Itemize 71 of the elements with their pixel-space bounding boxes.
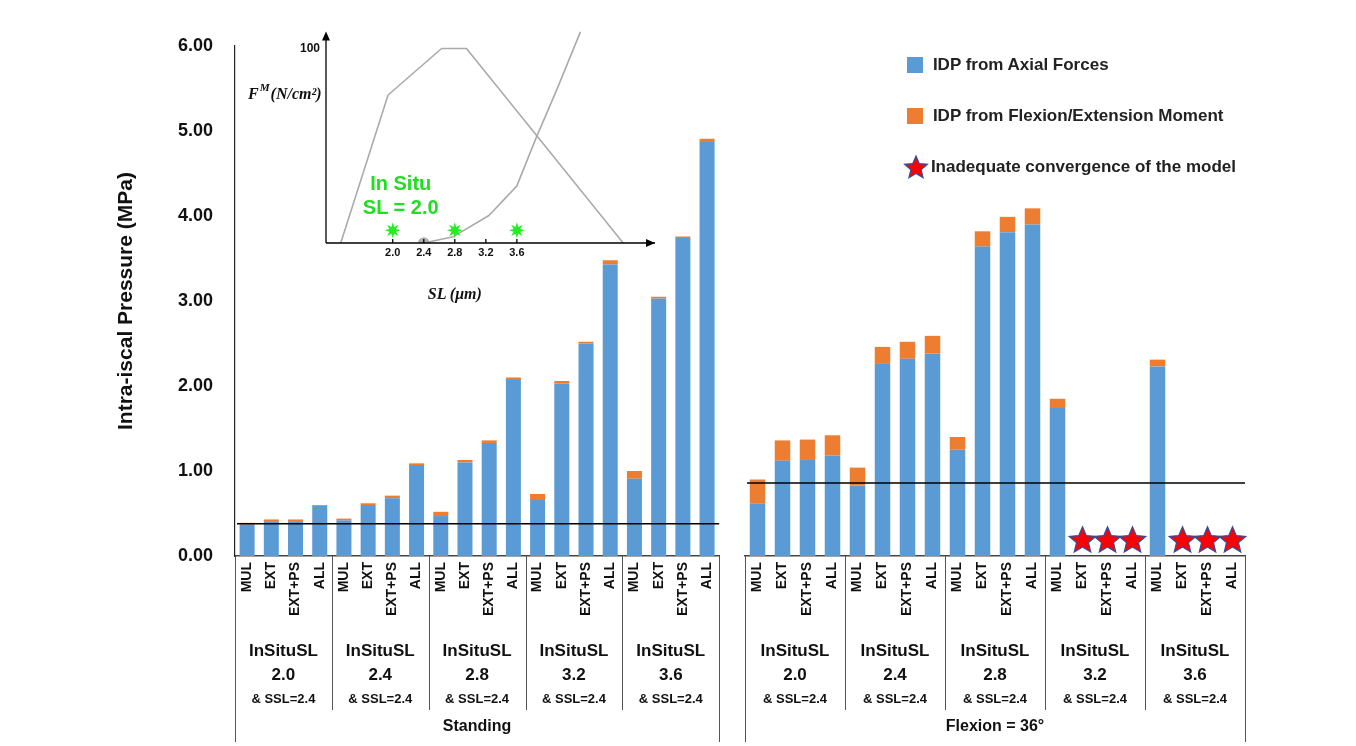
x-tick-label: EXT <box>552 561 569 590</box>
x-tick-label: EXT+PS <box>673 562 690 617</box>
y-tick-label: 6.00 <box>177 34 213 55</box>
text: InSituSL 2.8 & SSL=2.4 <box>960 640 1030 706</box>
x-tick-label: EXT <box>873 561 890 590</box>
x-tick-label: ALL <box>823 561 840 590</box>
x-tick-label: ALL <box>1123 561 1140 590</box>
x-tick-label: 2.0 <box>385 245 401 258</box>
x-tick-label: EXT <box>773 561 790 590</box>
x-tick-label: ALL <box>601 561 618 590</box>
x-tick-label: 2.8 <box>447 245 463 258</box>
text: InSituSL 2.4 & SSL=2.4 <box>345 640 415 706</box>
x-tick-label: MUL <box>848 561 865 593</box>
x-tick-label: MUL <box>1048 561 1065 593</box>
x-tick-label: EXT <box>1073 561 1090 590</box>
legend-label: IDP from Flexion/Extension Moment <box>932 106 1224 126</box>
x-tick-label: MUL <box>1148 561 1165 593</box>
x-tick-label: EXT <box>262 561 279 590</box>
legend-label: IDP from Axial Forces <box>932 55 1109 75</box>
x-tick-label: 3.6 <box>509 245 525 258</box>
x-tick-label: MUL <box>625 561 642 593</box>
y-tick-label: 3.00 <box>177 289 213 310</box>
x-tick-label: ALL <box>1223 561 1240 590</box>
x-tick-label: EXT+PS <box>1098 562 1115 617</box>
text: InSituSL 3.6 & SSL=2.4 <box>1160 640 1230 706</box>
x-tick-label: MUL <box>431 561 448 593</box>
x-tick-label: EXT <box>1173 561 1190 590</box>
text: InSituSL 3.6 & SSL=2.4 <box>636 640 706 706</box>
x-tick-label: ALL <box>504 561 521 590</box>
x-tick-label: EXT+PS <box>286 562 303 617</box>
x-tick-label: EXT <box>455 561 472 590</box>
x-tick-label: MUL <box>748 561 765 593</box>
x-tick-label: EXT+PS <box>576 562 593 617</box>
text: InSituSL 2.8 & SSL=2.4 <box>442 640 512 706</box>
x-tick-label: EXT <box>649 561 666 590</box>
y-tick-label: 0.00 <box>177 544 213 565</box>
x-axis-title: SL (μm) <box>427 285 482 304</box>
text: InSituSL 2.0 & SSL=2.4 <box>760 640 830 706</box>
annotation: In Situ SL = 2.0 <box>362 171 439 218</box>
x-axis-title: Flexion = 36° <box>945 717 1045 735</box>
x-tick-label: EXT+PS <box>998 562 1015 617</box>
x-tick-label: ALL <box>697 561 714 590</box>
x-tick-label: ALL <box>310 561 327 590</box>
x-tick-label: EXT+PS <box>480 562 497 617</box>
text: InSituSL 2.4 & SSL=2.4 <box>860 640 930 706</box>
x-tick-label: MUL <box>948 561 965 593</box>
y-tick-label: 5.00 <box>177 119 213 140</box>
text: InSituSL 2.0 & SSL=2.4 <box>248 640 318 706</box>
x-tick-label: EXT <box>973 561 990 590</box>
x-tick-label: 3.2 <box>478 245 494 258</box>
x-tick-label: 2.4 <box>416 245 433 258</box>
text: InSituSL 3.2 & SSL=2.4 <box>539 640 609 706</box>
x-tick-label: ALL <box>407 561 424 590</box>
y-tick-label: 4.00 <box>177 204 213 225</box>
x-tick-label: EXT+PS <box>898 562 915 617</box>
x-tick-label: MUL <box>528 561 545 593</box>
x-tick-label: EXT+PS <box>1198 562 1215 617</box>
text: InSituSL 3.2 & SSL=2.4 <box>1060 640 1130 706</box>
x-tick-label: ALL <box>923 561 940 590</box>
y-tick-label: 2.00 <box>177 374 213 395</box>
legend-label: Inadequate convergence of the model <box>930 157 1236 177</box>
y-tick-label: 1.00 <box>177 459 213 480</box>
x-tick-label: MUL <box>237 561 254 593</box>
annotation: 100 <box>299 40 321 55</box>
x-tick-label: EXT <box>359 561 376 590</box>
y-axis-title: Intra-iscal Pressure (MPa) <box>113 172 137 430</box>
x-tick-label: MUL <box>334 561 351 593</box>
x-tick-label: EXT+PS <box>383 562 400 617</box>
x-tick-label: EXT+PS <box>798 562 815 617</box>
x-axis-title: Standing <box>442 717 512 735</box>
x-tick-label: ALL <box>1023 561 1040 590</box>
